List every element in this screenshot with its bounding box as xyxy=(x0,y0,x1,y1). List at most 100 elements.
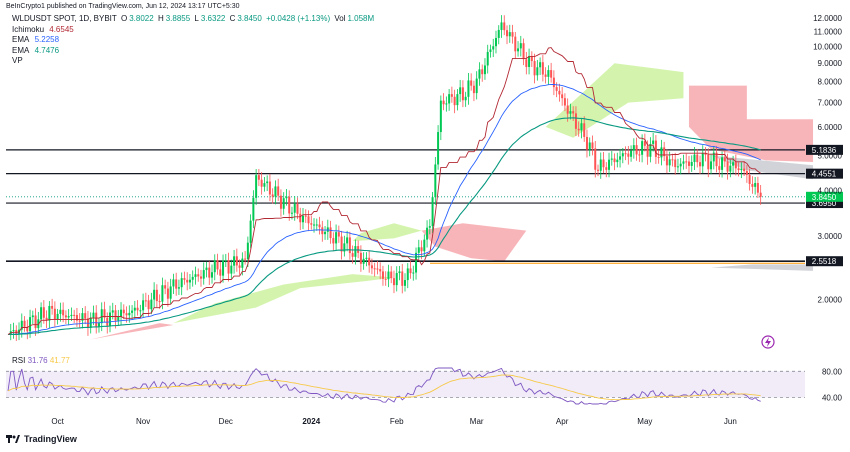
candle-body xyxy=(533,61,536,76)
candle-body xyxy=(486,51,489,66)
candle-body xyxy=(368,257,371,266)
candle-body xyxy=(415,252,418,273)
candle-body xyxy=(75,314,78,321)
vol-key: Vol xyxy=(334,14,346,23)
y-tick-label: 10.0000 xyxy=(813,43,842,52)
indicator-ema-slow[interactable]: EMA 4.7476 xyxy=(12,46,376,57)
y-tick-label: 4.0000 xyxy=(818,187,843,196)
candle-body xyxy=(679,163,682,167)
level-price-badge xyxy=(806,256,843,267)
candle-body xyxy=(139,310,142,312)
candle-body xyxy=(654,140,657,157)
candle-body xyxy=(48,305,51,321)
candle-body xyxy=(202,270,205,279)
candle-body xyxy=(164,285,167,289)
candle-body xyxy=(153,289,156,300)
candle-body xyxy=(188,279,191,283)
candle-body xyxy=(448,94,451,104)
cloud-bullish xyxy=(545,63,684,138)
candle-body xyxy=(244,258,247,260)
candle-body xyxy=(566,105,569,114)
candle-body xyxy=(169,286,172,299)
y-tick-label: 12.0000 xyxy=(813,14,842,23)
candle-body xyxy=(630,150,633,157)
candle-body xyxy=(216,260,219,270)
indicator-vp[interactable]: VP xyxy=(12,56,376,67)
candle-body xyxy=(613,158,616,163)
candle-body xyxy=(643,141,646,146)
candle-body xyxy=(376,268,379,270)
candle-body xyxy=(147,300,150,310)
indicator-name: VP xyxy=(12,56,23,65)
candle-body xyxy=(114,310,117,321)
candle-body xyxy=(271,194,274,197)
y-tick-label: 2.0000 xyxy=(818,295,843,304)
candle-body xyxy=(274,186,277,197)
candle-body xyxy=(726,161,729,172)
rsi-line xyxy=(7,367,761,405)
candle-body xyxy=(131,310,134,313)
candle-body xyxy=(241,258,244,268)
indicator-ema-fast[interactable]: EMA 5.2258 xyxy=(12,35,376,46)
candle-body xyxy=(536,67,539,76)
candle-body xyxy=(122,309,125,314)
candle-body xyxy=(503,22,506,31)
tradingview-branding[interactable]: TradingView xyxy=(6,434,77,444)
candle-body xyxy=(619,156,622,160)
indicator-value: 5.2258 xyxy=(34,35,60,44)
candle-body xyxy=(64,315,67,318)
candle-body xyxy=(699,162,702,167)
x-tick-label: Nov xyxy=(136,417,150,426)
candle-body xyxy=(260,179,263,187)
candle-body xyxy=(172,279,175,287)
candle-body xyxy=(434,164,437,198)
lightning-icon[interactable] xyxy=(761,335,775,349)
level-price-label: 2.5518 xyxy=(812,257,837,266)
indicator-value: 4.6545 xyxy=(49,24,74,34)
candle-body xyxy=(304,215,307,217)
candle-body xyxy=(197,274,200,277)
candle-body xyxy=(158,301,161,303)
indicator-ichimoku[interactable]: Ichimoku 4.6545 xyxy=(12,25,376,36)
candle-body xyxy=(687,161,690,166)
candle-body xyxy=(693,154,696,162)
candle-body xyxy=(442,100,445,105)
candle-body xyxy=(81,313,84,321)
candle-body xyxy=(31,315,34,318)
candle-body xyxy=(238,265,241,268)
candle-body xyxy=(249,220,252,243)
candle-body xyxy=(663,147,666,157)
level-price-badge xyxy=(806,168,843,179)
candle-body xyxy=(106,317,109,326)
candle-body xyxy=(329,227,332,239)
candle-body xyxy=(494,37,497,47)
candle-body xyxy=(759,192,762,197)
candle-body xyxy=(45,317,48,321)
candle-body xyxy=(398,271,401,274)
candle-body xyxy=(97,323,100,327)
open-key: O xyxy=(121,14,128,23)
candle-body xyxy=(690,161,693,166)
candle-body xyxy=(624,153,627,155)
candle-body xyxy=(577,128,580,131)
candle-body xyxy=(290,212,293,214)
candle-body xyxy=(701,152,704,167)
candle-body xyxy=(246,242,249,259)
candle-body xyxy=(426,227,429,240)
candle-body xyxy=(392,278,395,286)
candle-body xyxy=(343,243,346,252)
candle-body xyxy=(230,265,233,274)
candle-body xyxy=(84,313,87,319)
candle-body xyxy=(120,309,123,317)
x-tick-label: May xyxy=(637,417,652,426)
horizontal-levels: 5.1836 4.4551 3.6950 2.5518 3.8450 xyxy=(6,144,843,267)
candle-body xyxy=(180,278,183,288)
candle-body xyxy=(155,289,158,302)
candle-body xyxy=(541,62,544,75)
candle-body xyxy=(362,258,365,264)
candle-body xyxy=(133,307,136,311)
x-tick-label: Dec xyxy=(219,417,233,426)
candle-body xyxy=(95,312,98,327)
symbol-label[interactable]: WLDUSDT SPOT, 1D, BYBIT xyxy=(12,14,117,23)
